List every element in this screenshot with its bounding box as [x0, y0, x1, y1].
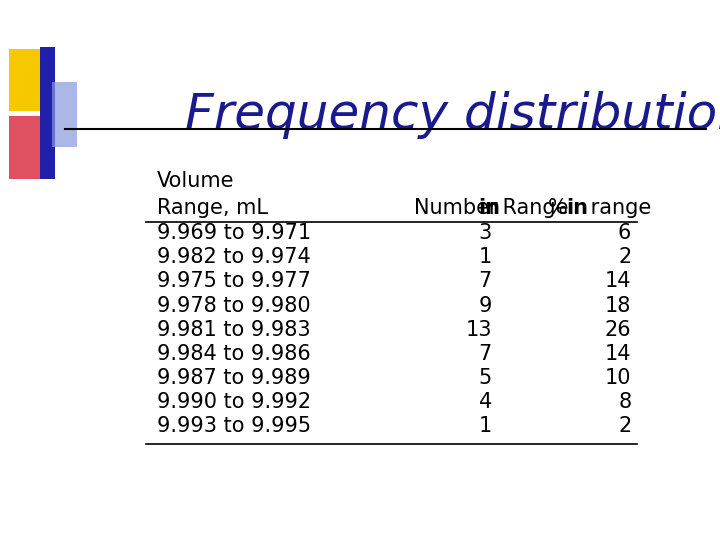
Text: 3: 3 — [479, 223, 492, 243]
Text: Number: Number — [413, 198, 504, 218]
Text: 9.987 to 9.989: 9.987 to 9.989 — [157, 368, 311, 388]
Text: 14: 14 — [605, 272, 631, 292]
Text: 26: 26 — [605, 320, 631, 340]
Text: Volume: Volume — [157, 171, 235, 191]
FancyBboxPatch shape — [9, 49, 50, 111]
Text: 1: 1 — [479, 247, 492, 267]
Text: 5: 5 — [479, 368, 492, 388]
Text: 14: 14 — [605, 344, 631, 364]
Text: Frequency distribution: Frequency distribution — [185, 91, 720, 139]
Text: 9: 9 — [478, 295, 492, 315]
Text: 9.990 to 9.992: 9.990 to 9.992 — [157, 392, 311, 412]
Text: 13: 13 — [465, 320, 492, 340]
Text: Range: Range — [496, 198, 569, 218]
Text: 8: 8 — [618, 392, 631, 412]
Text: 7: 7 — [479, 272, 492, 292]
Text: in: in — [478, 198, 500, 218]
Text: 1: 1 — [479, 416, 492, 436]
Text: 2: 2 — [618, 247, 631, 267]
Text: 9.982 to 9.974: 9.982 to 9.974 — [157, 247, 311, 267]
Text: 9.975 to 9.977: 9.975 to 9.977 — [157, 272, 311, 292]
Text: 7: 7 — [479, 344, 492, 364]
FancyBboxPatch shape — [9, 116, 43, 179]
Text: 9.978 to 9.980: 9.978 to 9.980 — [157, 295, 310, 315]
Text: 9.993 to 9.995: 9.993 to 9.995 — [157, 416, 311, 436]
Text: 6: 6 — [618, 223, 631, 243]
Text: range: range — [584, 198, 651, 218]
Text: 2: 2 — [618, 416, 631, 436]
Text: %: % — [547, 198, 574, 218]
FancyBboxPatch shape — [52, 82, 77, 147]
Text: 18: 18 — [605, 295, 631, 315]
FancyBboxPatch shape — [40, 47, 55, 179]
Text: 10: 10 — [605, 368, 631, 388]
Text: in: in — [566, 198, 588, 218]
Text: 4: 4 — [479, 392, 492, 412]
Text: 9.984 to 9.986: 9.984 to 9.986 — [157, 344, 311, 364]
Text: 9.981 to 9.983: 9.981 to 9.983 — [157, 320, 310, 340]
Text: Range, mL: Range, mL — [157, 198, 268, 218]
Text: 9.969 to 9.971: 9.969 to 9.971 — [157, 223, 311, 243]
